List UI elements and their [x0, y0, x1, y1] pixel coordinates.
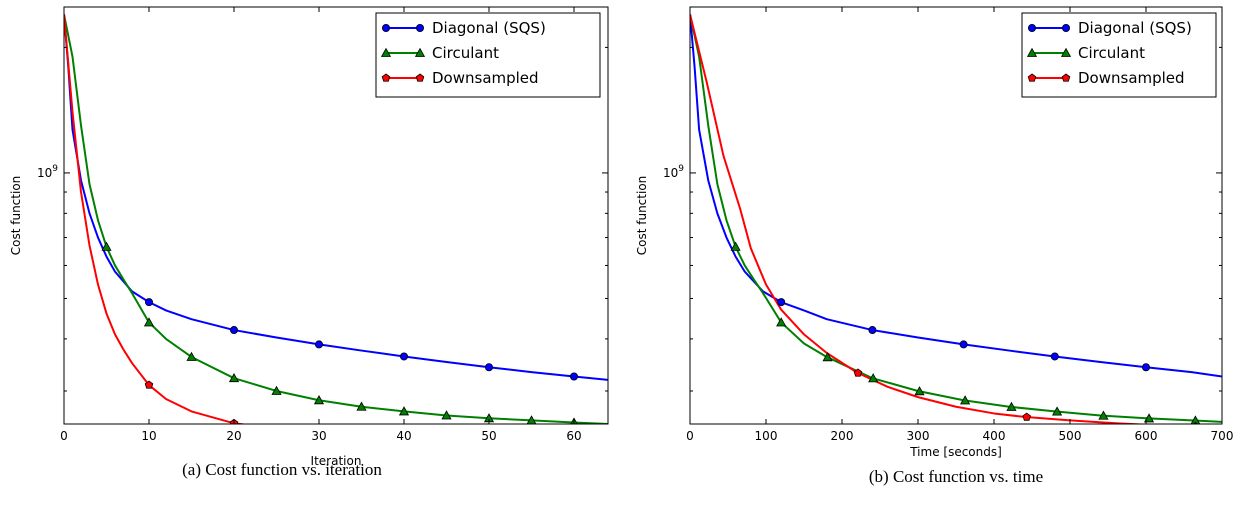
triangle-marker: [822, 352, 833, 362]
pentagon-marker: [381, 73, 391, 82]
triangle-marker: [271, 385, 282, 395]
series-line-2: [64, 14, 249, 424]
triangle-marker: [868, 373, 879, 383]
triangle-marker: [960, 395, 971, 405]
triangle-marker: [441, 410, 452, 420]
series-markers-1: [730, 241, 1201, 424]
series-line-0: [64, 14, 608, 381]
x-tick-label: 20: [226, 429, 241, 443]
axes-frame: [689, 6, 1223, 425]
pentagon-marker: [144, 380, 154, 389]
circle-marker: [1062, 23, 1071, 32]
triangle-marker: [914, 386, 925, 396]
triangle-marker: [1060, 47, 1072, 57]
axes-frame: [63, 6, 609, 425]
triangle-marker: [1006, 401, 1017, 411]
circle-marker: [777, 298, 786, 307]
triangle-marker: [356, 401, 367, 411]
pentagon-marker: [1027, 73, 1037, 82]
y-tick-base: 10: [663, 166, 678, 180]
legend-label: Downsampled: [1078, 69, 1185, 87]
legend-label: Diagonal (SQS): [1078, 19, 1192, 37]
plot-area: [690, 14, 1222, 424]
legend-label: Circulant: [1078, 44, 1145, 62]
circle-marker: [959, 340, 968, 349]
x-tick-label: 0: [60, 429, 68, 443]
series-line-0: [690, 14, 1222, 378]
x-tick-label: 100: [755, 429, 778, 443]
x-tick-label: 0: [686, 429, 694, 443]
circle-marker: [314, 340, 323, 349]
legend: Diagonal (SQS) Circulant Downsampled: [375, 12, 601, 98]
y-axis-label: Cost function: [635, 176, 649, 256]
series-markers-2: [853, 368, 1199, 424]
pentagon-marker: [853, 368, 863, 377]
pentagon-marker: [1022, 412, 1031, 421]
y-tick-label: 109: [37, 164, 58, 180]
y-tick-exponent: 9: [52, 164, 58, 174]
series-markers-0: [777, 298, 1151, 372]
x-axis-label: Iteration: [311, 454, 362, 468]
pentagon-marker: [415, 73, 425, 82]
chart-panel-b: 0 100 200 300 400 500 600 700 109 Time [seconds] C…: [635, 6, 1234, 486]
circle-marker: [1142, 363, 1151, 372]
circle-marker: [399, 352, 408, 361]
legend-label: Circulant: [432, 44, 499, 62]
triangle-marker: [398, 406, 410, 416]
circle-marker: [229, 326, 238, 335]
x-tick-label: 40: [396, 429, 411, 443]
series-line-1: [64, 14, 608, 424]
x-tick-label: 60: [566, 429, 581, 443]
triangle-marker: [1143, 413, 1155, 423]
circle-marker: [1028, 23, 1037, 32]
x-tick-label: 400: [983, 429, 1006, 443]
triangle-marker: [101, 241, 112, 251]
y-axis-label: Cost function: [9, 176, 23, 256]
triangle-marker: [1026, 47, 1038, 57]
x-tick-label: 600: [1135, 429, 1158, 443]
circle-marker: [484, 363, 493, 372]
x-tick-label: 700: [1211, 429, 1234, 443]
plot-area: [64, 14, 608, 424]
series-markers-2: [144, 380, 239, 424]
series-markers-1: [101, 241, 578, 424]
y-tick-label: 109: [663, 164, 684, 180]
triangle-marker: [186, 351, 197, 361]
triangle-marker: [1190, 415, 1201, 424]
triangle-marker: [1052, 406, 1063, 416]
series-line-1: [690, 14, 1222, 423]
circle-marker: [868, 326, 877, 335]
circle-marker: [1050, 352, 1059, 361]
figure-caption: (a) Cost function vs. iteration: [182, 460, 382, 479]
triangle-marker: [313, 395, 325, 405]
circle-marker: [144, 298, 153, 307]
pentagon-marker: [1061, 73, 1071, 82]
circle-marker: [570, 372, 579, 381]
legend: Diagonal (SQS) Circulant Downsampled: [1021, 12, 1217, 98]
y-tick-exponent: 9: [678, 164, 684, 174]
x-tick-label: 300: [907, 429, 930, 443]
triangle-marker: [414, 47, 426, 57]
x-tick-label: 500: [1059, 429, 1082, 443]
series-markers-0: [144, 298, 579, 381]
triangle-marker: [1098, 410, 1109, 420]
circle-marker: [381, 23, 390, 32]
legend-label: Downsampled: [432, 69, 539, 87]
triangle-marker: [380, 47, 392, 57]
y-tick-base: 10: [37, 166, 52, 180]
circle-marker: [415, 23, 424, 32]
triangle-marker: [730, 241, 741, 251]
x-tick-label: 10: [141, 429, 156, 443]
figure-caption: (b) Cost function vs. time: [869, 467, 1043, 486]
x-tick-label: 200: [831, 429, 854, 443]
x-axis-label: Time [seconds]: [909, 445, 1002, 459]
triangle-marker: [228, 372, 240, 383]
x-tick-label: 30: [311, 429, 326, 443]
legend-label: Diagonal (SQS): [432, 19, 546, 37]
x-tick-label: 50: [481, 429, 496, 443]
triangle-marker: [776, 317, 787, 327]
triangle-marker: [143, 317, 155, 327]
